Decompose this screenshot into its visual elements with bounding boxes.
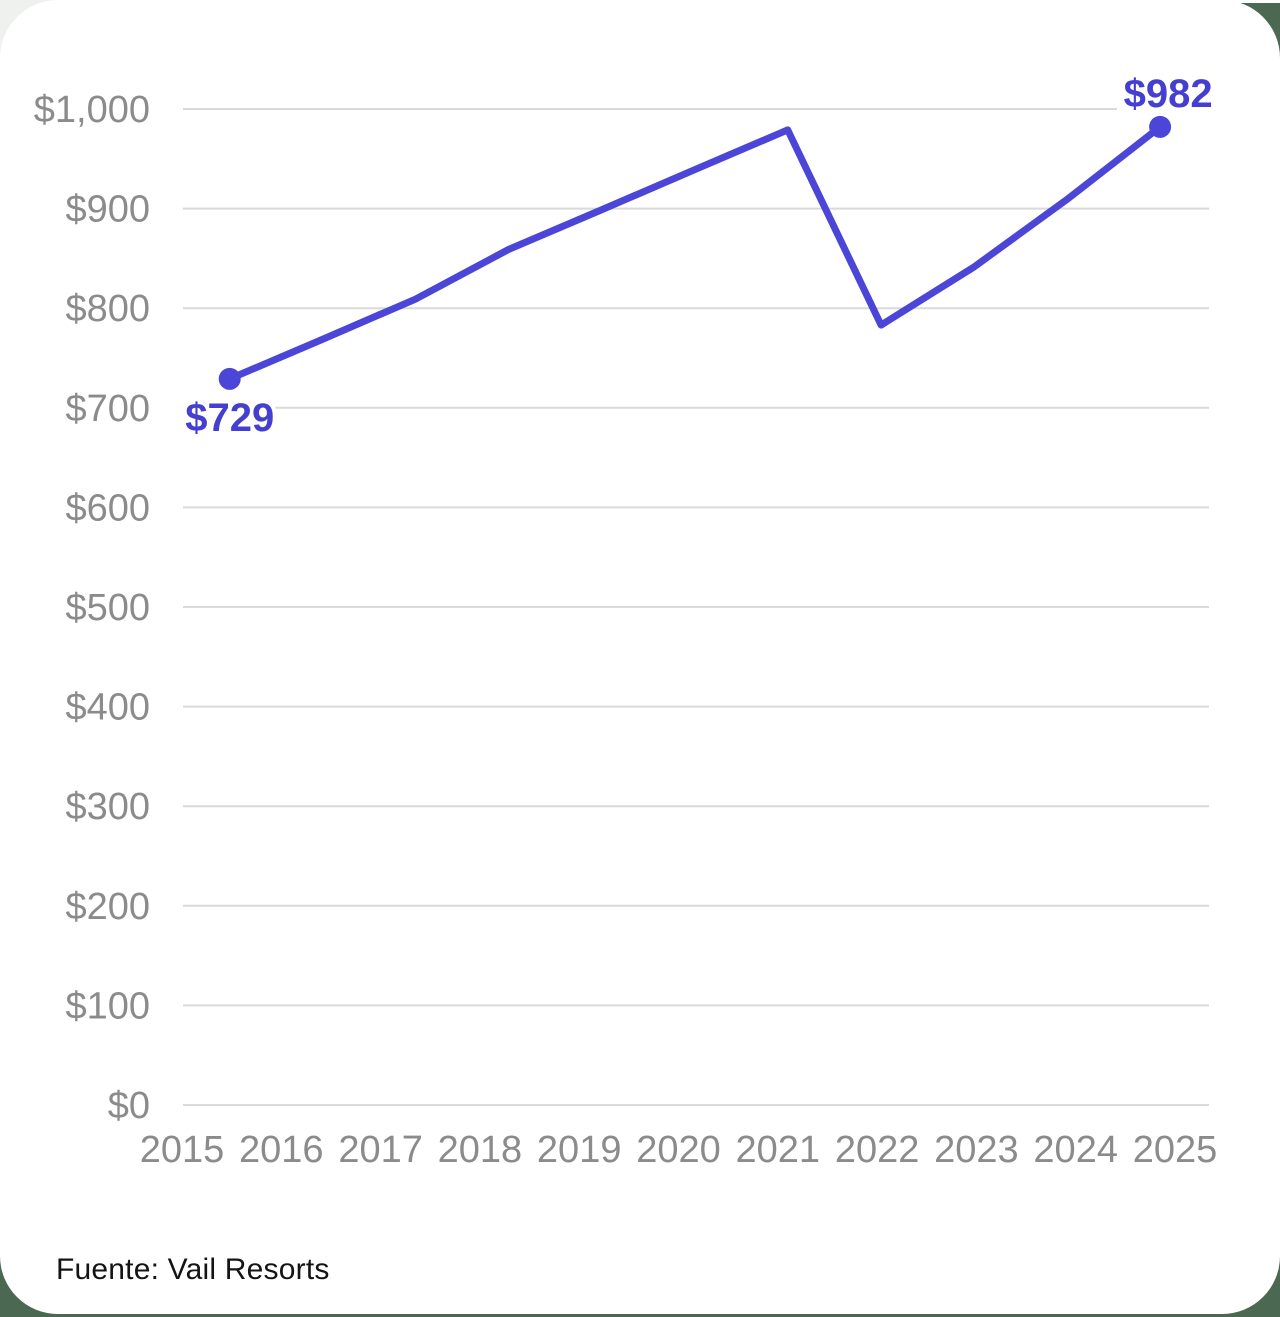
y-tick-label: $200 bbox=[65, 886, 150, 928]
x-tick-label: 2021 bbox=[736, 1129, 821, 1171]
x-tick-label: 2016 bbox=[239, 1129, 324, 1171]
y-tick-label: $900 bbox=[65, 189, 150, 231]
y-tick-label: $100 bbox=[65, 985, 150, 1027]
y-tick-label: $300 bbox=[65, 786, 150, 828]
x-tick-label: 2018 bbox=[438, 1129, 523, 1171]
x-tick-label: 2017 bbox=[338, 1129, 423, 1171]
x-tick-label: 2025 bbox=[1133, 1129, 1218, 1171]
data-point-marker bbox=[218, 367, 241, 390]
source-caption: Fuente: Vail Resorts bbox=[56, 1253, 330, 1286]
y-tick-label: $1,000 bbox=[34, 89, 150, 131]
x-tick-label: 2023 bbox=[934, 1129, 1019, 1171]
y-tick-label: $800 bbox=[65, 288, 150, 330]
x-tick-label: 2020 bbox=[636, 1129, 721, 1171]
data-point-label: $729 bbox=[185, 396, 274, 440]
x-tick-label: 2015 bbox=[140, 1129, 225, 1171]
y-tick-label: $700 bbox=[65, 388, 150, 430]
data-point-label: $982 bbox=[1124, 72, 1213, 116]
x-tick-label: 2019 bbox=[537, 1129, 622, 1171]
x-tick-label: 2024 bbox=[1033, 1129, 1118, 1171]
y-tick-label: $400 bbox=[65, 687, 150, 729]
price-line bbox=[226, 123, 1164, 383]
y-tick-label: $600 bbox=[65, 487, 150, 529]
data-point-marker bbox=[1149, 115, 1172, 138]
y-tick-label: $500 bbox=[65, 587, 150, 629]
x-tick-label: 2022 bbox=[835, 1129, 920, 1171]
y-tick-label: $0 bbox=[108, 1085, 150, 1127]
